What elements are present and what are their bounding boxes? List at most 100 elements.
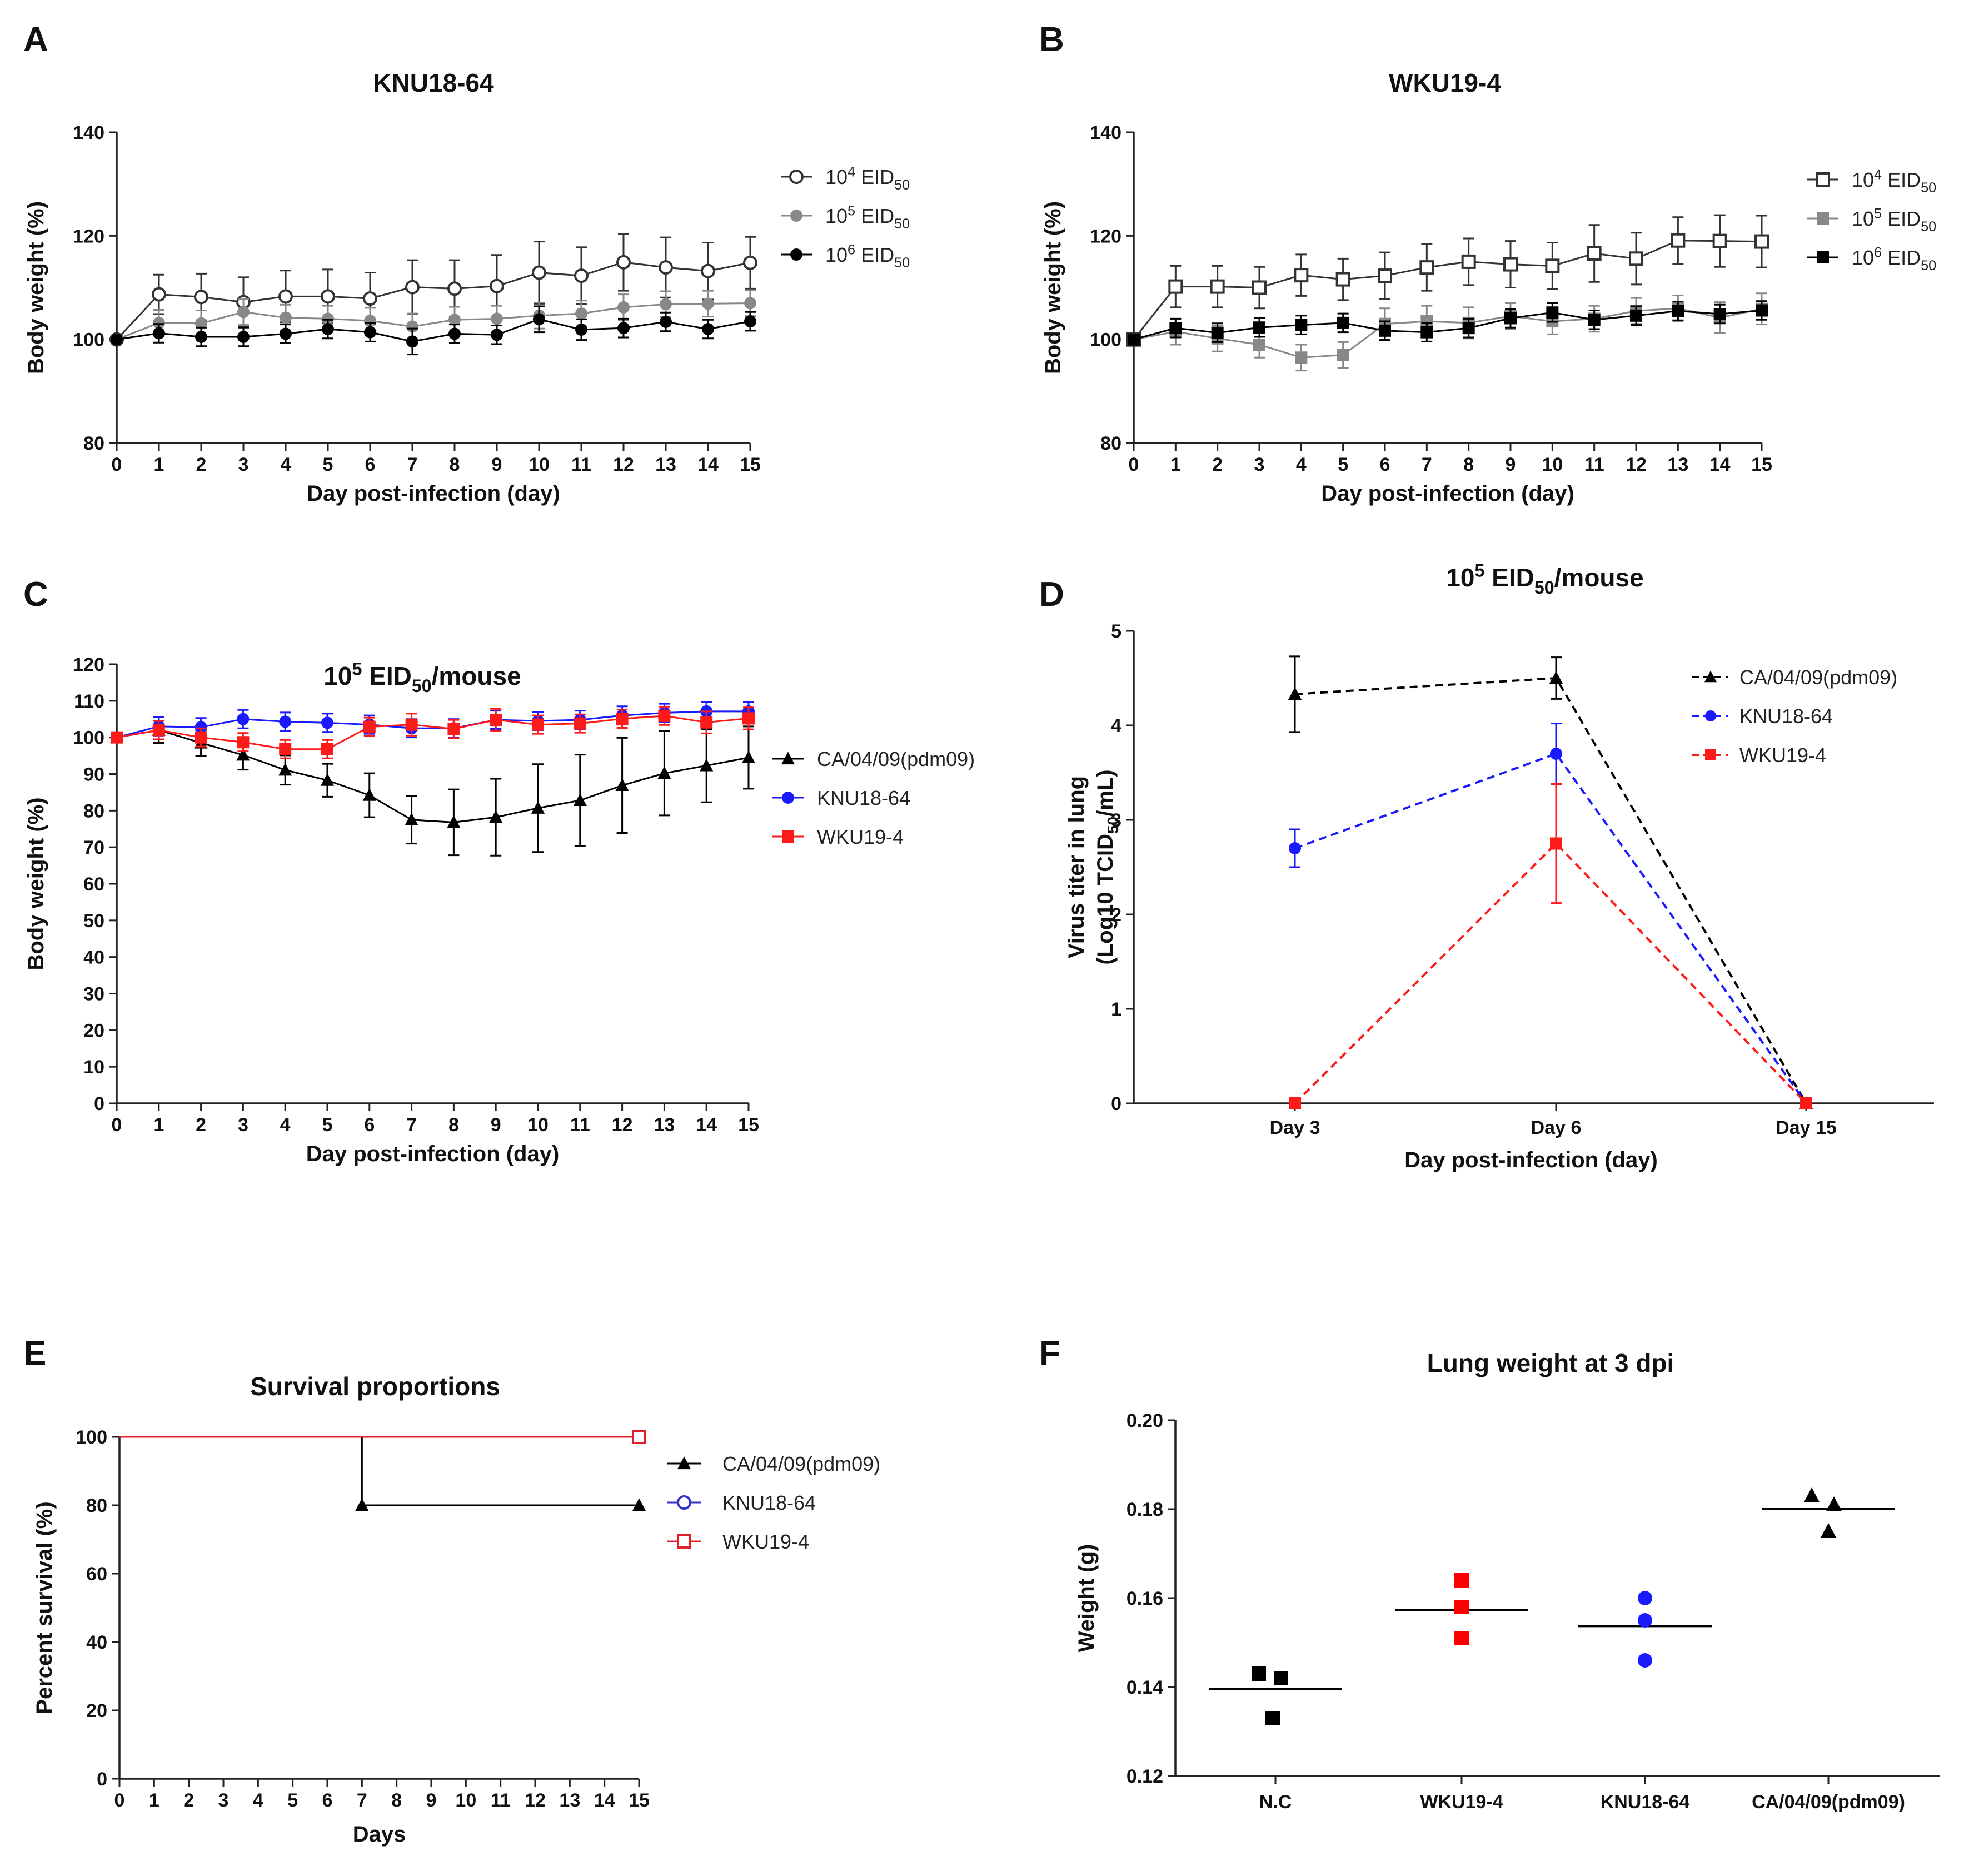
text-superscript: 4 bbox=[1874, 167, 1882, 182]
data-point-circle bbox=[1550, 748, 1562, 760]
data-point-triangle bbox=[1803, 1487, 1820, 1502]
data-point-square bbox=[152, 724, 165, 737]
x-tick-label: 11 bbox=[491, 1790, 511, 1811]
data-point-circle bbox=[1638, 1653, 1652, 1668]
data-point-circle bbox=[278, 289, 293, 304]
y-tick-label: 0 bbox=[94, 1093, 104, 1114]
x-tick-label: 11 bbox=[571, 454, 591, 475]
x-tick-label: Day 3 bbox=[1270, 1117, 1320, 1138]
data-point-circle bbox=[1638, 1613, 1652, 1628]
data-point-square bbox=[1274, 1671, 1288, 1685]
series-line bbox=[116, 710, 749, 739]
data-point-square bbox=[405, 718, 418, 731]
group-3 bbox=[1762, 1487, 1895, 1538]
series-line bbox=[116, 715, 749, 750]
data-point-square bbox=[279, 743, 292, 755]
data-point-triangle bbox=[632, 1498, 646, 1511]
chart-title: WKU19-4 bbox=[1389, 68, 1501, 97]
data-point-circle bbox=[1289, 842, 1301, 854]
y-axis-label-line2: (Log10 TCID50/mL) bbox=[1093, 769, 1121, 964]
text-unit: EID bbox=[855, 243, 894, 266]
x-tick-label: 2 bbox=[1212, 454, 1223, 475]
y-tick-label: 80 bbox=[83, 433, 104, 454]
panel-label-b: B bbox=[1039, 21, 1064, 59]
data-point-triangle bbox=[700, 758, 714, 772]
chart-title: Survival proportions bbox=[250, 1372, 500, 1401]
data-point-square bbox=[1454, 1631, 1469, 1645]
x-tick-label: 5 bbox=[322, 1114, 333, 1136]
y-tick-label: 110 bbox=[74, 691, 104, 712]
data-point-square bbox=[363, 720, 376, 733]
data-point-square bbox=[1712, 233, 1727, 248]
data-point-circle bbox=[406, 335, 418, 348]
text-superscript: 6 bbox=[848, 242, 855, 257]
y-tick-label: 5 bbox=[1111, 621, 1121, 642]
data-point-circle bbox=[280, 327, 292, 340]
x-tick-label: KNU18-64 bbox=[1601, 1792, 1690, 1813]
legend-marker bbox=[1705, 710, 1716, 721]
chart-title: 105 EID50/mouse bbox=[323, 659, 521, 696]
y-tick-label: 3 bbox=[1111, 810, 1121, 831]
data-point-circle bbox=[659, 260, 673, 275]
data-point-square bbox=[1420, 326, 1433, 339]
data-point-triangle bbox=[362, 788, 376, 801]
y-tick-label: 0.14 bbox=[1126, 1677, 1163, 1698]
legend-label: 104 EID50 bbox=[825, 164, 910, 193]
legend-label: 105 EID50 bbox=[1852, 206, 1936, 235]
y-tick-label: 90 bbox=[83, 764, 104, 785]
data-point-square bbox=[1671, 233, 1686, 248]
y-tick-label: 50 bbox=[83, 910, 104, 932]
y-axis-label: Body weight (%) bbox=[24, 797, 48, 970]
x-axis-label: Day post-infection (day) bbox=[307, 481, 560, 506]
x-tick-label: 1 bbox=[153, 1114, 164, 1136]
data-point-triangle bbox=[489, 810, 503, 823]
x-tick-label: 1 bbox=[149, 1790, 159, 1811]
data-point-circle bbox=[702, 297, 714, 310]
data-point-triangle bbox=[1288, 687, 1302, 700]
data-point-triangle bbox=[531, 801, 545, 814]
chart-title: Lung weight at 3 dpi bbox=[1427, 1348, 1674, 1377]
x-tick-label: 7 bbox=[357, 1790, 367, 1811]
legend-label: CA/04/09(pdm09) bbox=[722, 1452, 880, 1475]
legend-label: 106 EID50 bbox=[1852, 245, 1936, 273]
panel-label-a: A bbox=[23, 21, 48, 59]
x-tick-label: 3 bbox=[1254, 454, 1265, 475]
panel-label-d: D bbox=[1039, 575, 1064, 614]
x-axis-label: Days bbox=[353, 1822, 406, 1847]
legend-label: WKU19-4 bbox=[1739, 744, 1826, 767]
data-point-circle bbox=[111, 333, 123, 346]
x-tick-label: 12 bbox=[525, 1790, 546, 1811]
chart-d: 0 1 2 3 4 5 Day 3 Day 6 Day 15 Day post-infection… bbox=[1064, 561, 1934, 1172]
legend-marker bbox=[782, 830, 794, 843]
y-tick-label: 0.12 bbox=[1126, 1766, 1163, 1787]
data-point-triangle bbox=[236, 748, 250, 761]
text-subscript: 50 bbox=[1921, 180, 1936, 196]
x-axis-label: Day post-infection (day) bbox=[306, 1142, 560, 1166]
group-1 bbox=[1395, 1573, 1528, 1645]
y-tick-label: 30 bbox=[83, 984, 104, 1005]
y-tick-label: 20 bbox=[86, 1700, 107, 1721]
x-tick-label: 0 bbox=[112, 1114, 122, 1136]
y-axis-label: Percent survival (%) bbox=[32, 1501, 57, 1714]
data-point-square bbox=[1550, 837, 1562, 850]
data-point-square bbox=[1210, 279, 1225, 294]
data-point-circle bbox=[237, 331, 250, 344]
y-tick-label: 100 bbox=[73, 728, 104, 749]
x-tick-label: 3 bbox=[238, 454, 249, 475]
series-1 bbox=[1289, 723, 1812, 1109]
data-point-circle bbox=[322, 323, 334, 336]
x-tick-label: 12 bbox=[1626, 454, 1647, 475]
data-point-circle bbox=[701, 263, 715, 278]
data-point-square bbox=[1295, 351, 1308, 364]
x-tick-label: 0 bbox=[114, 1790, 125, 1811]
y-tick-label: 70 bbox=[83, 837, 104, 858]
text-superscript: 5 bbox=[1874, 206, 1882, 221]
data-point-circle bbox=[237, 713, 250, 725]
x-tick-label: 10 bbox=[527, 1114, 549, 1136]
y-tick-label: 10 bbox=[83, 1057, 104, 1078]
y-tick-label: 100 bbox=[73, 330, 104, 351]
y-tick-label: 20 bbox=[83, 1020, 104, 1041]
panel-label-f: F bbox=[1039, 1334, 1060, 1372]
data-point-circle bbox=[575, 323, 587, 336]
